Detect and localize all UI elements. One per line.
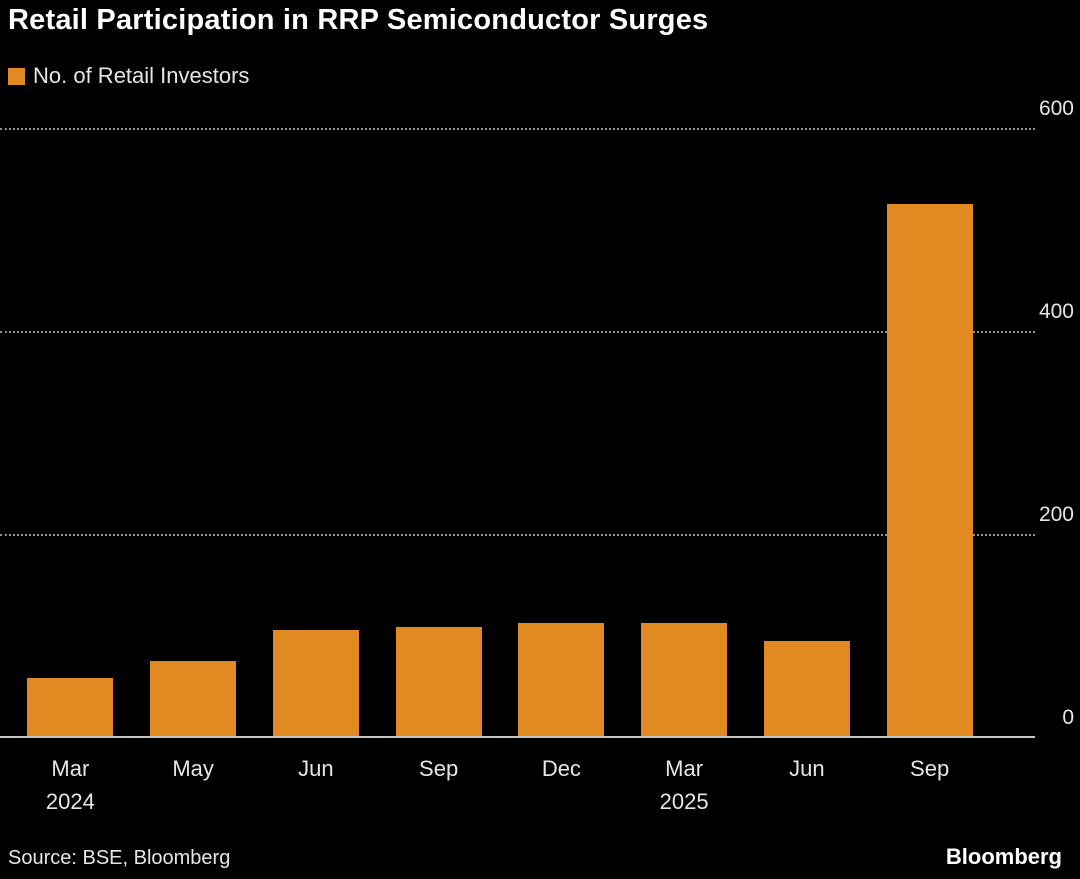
legend-swatch-icon (8, 67, 25, 85)
x-label-year: 2025 (659, 789, 709, 814)
gridline (0, 331, 1035, 333)
x-label-month: Dec (541, 756, 581, 781)
legend: No. of Retail Investors (8, 63, 249, 89)
x-label: May (132, 752, 254, 818)
bar (641, 623, 728, 737)
x-label: Mar 2024 (9, 752, 131, 818)
y-tick-label: 0 (1062, 706, 1074, 729)
x-label-month: Jun (789, 756, 825, 781)
footer: Source: BSE, Bloomberg Bloomberg (0, 837, 1080, 879)
bar (272, 630, 359, 737)
x-label-month: Sep (419, 756, 459, 781)
x-label: Jun (255, 752, 377, 818)
gridline (0, 534, 1035, 536)
x-label-month: Sep (910, 756, 950, 781)
x-axis-labels: Mar 2024 May Jun Sep Dec Mar 2025 Jun Sep (9, 752, 991, 818)
bar (763, 640, 850, 737)
x-label: Mar 2025 (623, 752, 745, 818)
x-label: Dec (500, 752, 622, 818)
x-label: Sep (378, 752, 500, 818)
bar (886, 204, 973, 737)
x-label-month: Mar (665, 756, 704, 781)
gridline (0, 128, 1035, 130)
bloomberg-logo: Bloomberg (945, 844, 1062, 869)
legend-label: No. of Retail Investors (33, 63, 250, 88)
y-tick-label: 400 (1038, 300, 1074, 323)
bar (150, 660, 237, 737)
y-tick-label: 600 (1038, 97, 1074, 120)
x-label: Jun (746, 752, 868, 818)
chart: 600 400 200 0 (0, 97, 1080, 738)
bar (518, 623, 605, 737)
bar (395, 627, 482, 737)
page-title: Retail Participation in RRP Semiconducto… (8, 4, 709, 36)
x-label-month: Jun (298, 756, 334, 781)
x-label-month: Mar (51, 756, 90, 781)
y-tick-label: 200 (1038, 503, 1074, 526)
x-label: Sep (869, 752, 991, 818)
x-label-month: May (172, 756, 214, 781)
bars (9, 128, 991, 737)
bar (27, 678, 114, 737)
x-axis-baseline (0, 736, 1035, 738)
source-text: Source: BSE, Bloomberg (8, 847, 231, 869)
x-label-year: 2024 (45, 789, 95, 814)
